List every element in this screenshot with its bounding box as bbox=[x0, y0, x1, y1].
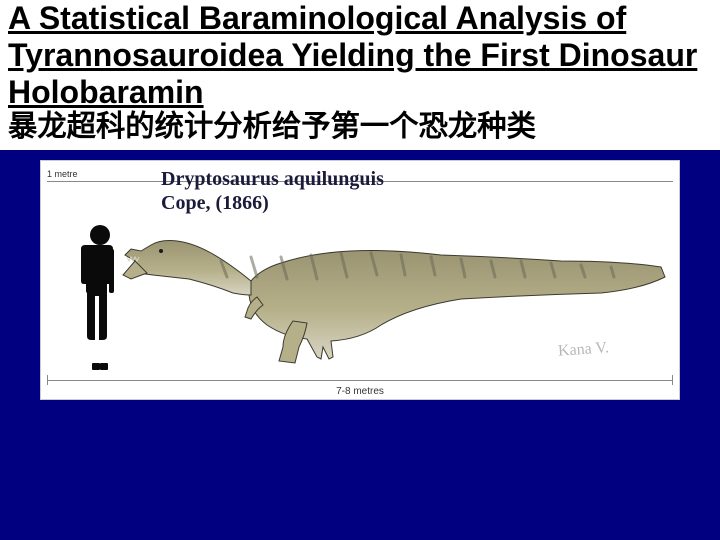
scale-line-bottom bbox=[47, 380, 673, 381]
title-english: A Statistical Baraminological Analysis o… bbox=[8, 0, 712, 110]
figure-caption-species: Dryptosaurus aquilunguis bbox=[161, 167, 384, 191]
slide-root: A Statistical Baraminological Analysis o… bbox=[0, 0, 720, 540]
artist-signature: Kana V. bbox=[557, 339, 609, 361]
figure-panel: 1 metre Dryptosaurus aquilunguis Cope, (… bbox=[40, 160, 680, 400]
scale-bottom-label: 7-8 metres bbox=[336, 386, 384, 397]
title-chinese: 暴龙超科的统计分析给予第一个恐龙种类 bbox=[8, 110, 712, 144]
title-block: A Statistical Baraminological Analysis o… bbox=[0, 0, 720, 150]
scale-top-label: 1 metre bbox=[47, 169, 78, 179]
scale-tick-right bbox=[672, 375, 673, 385]
scale-tick-left bbox=[47, 375, 48, 385]
